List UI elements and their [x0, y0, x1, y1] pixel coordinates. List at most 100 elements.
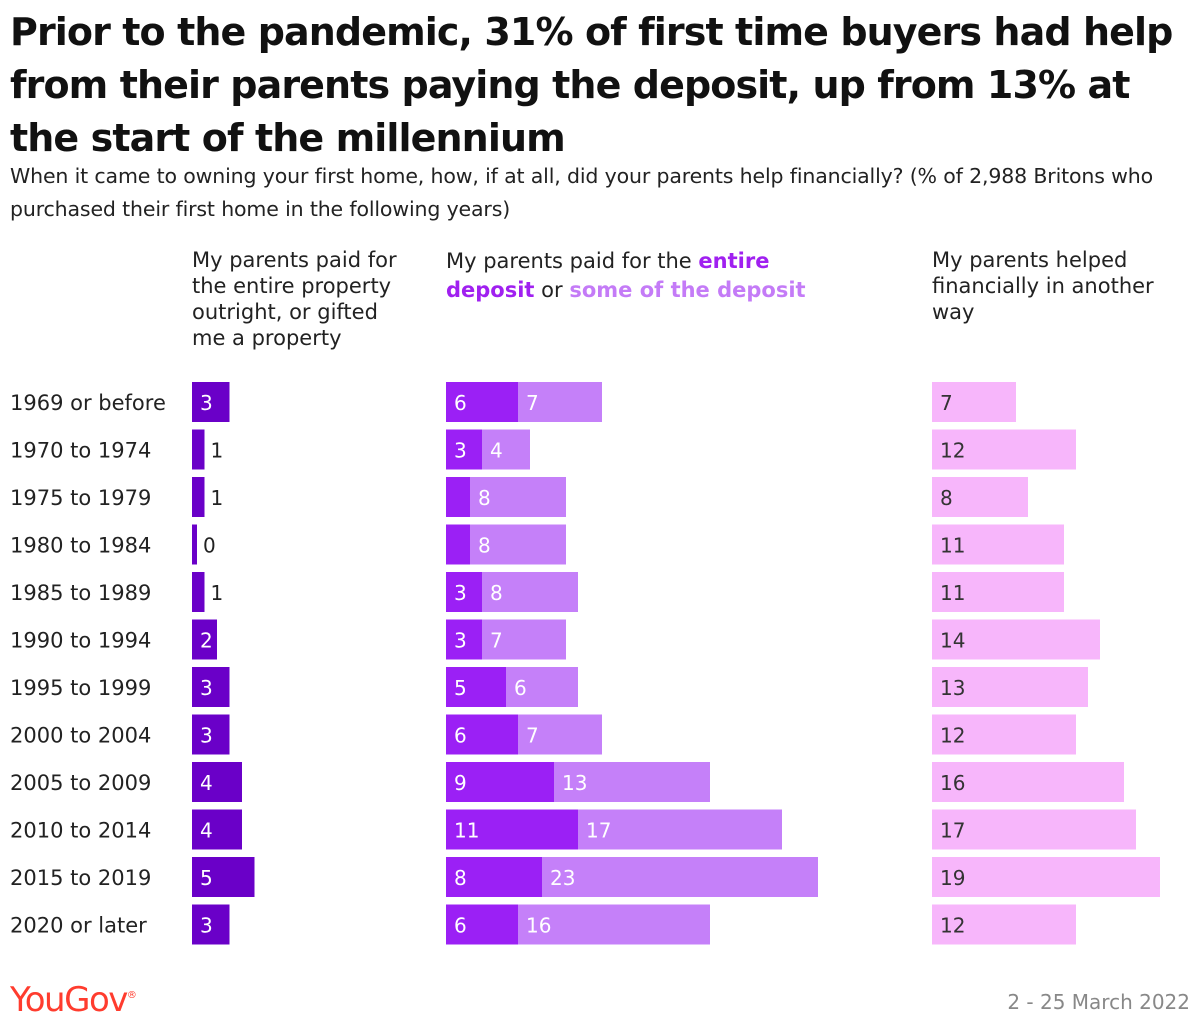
data-label-panel2-series2: 17 [586, 819, 611, 843]
category-label: 1990 to 1994 [10, 629, 151, 653]
category-label: 1969 or before [10, 391, 166, 415]
data-label-panel3-series1: 16 [940, 771, 965, 795]
data-label-panel2-series2: 8 [478, 534, 491, 558]
bar-panel1-series1 [192, 714, 230, 755]
logo-text: YouGov [10, 980, 128, 1020]
bar-panel2-series2 [518, 382, 602, 422]
fieldwork-date: 2 - 25 March 2022 [1007, 990, 1190, 1014]
data-label-panel2-series1: 6 [454, 914, 467, 938]
bar-panel1-series1 [192, 857, 255, 897]
data-label-panel1-series1: 5 [200, 866, 213, 890]
bar-panel3-series1 [932, 714, 1076, 755]
data-label-panel2-series2: 7 [526, 391, 539, 415]
data-label-panel2-series1: 3 [454, 581, 467, 605]
data-label-panel1-series1: 4 [200, 771, 213, 795]
logo-registered-mark: ® [126, 990, 137, 1001]
bar-panel2-series1 [446, 429, 482, 470]
bar-panel1-series1 [192, 762, 242, 802]
bar-panel2-series1 [446, 382, 518, 422]
bar-panel2-series1 [446, 619, 482, 660]
data-label-panel2-series2: 7 [490, 629, 503, 653]
data-label-panel2-series1: 3 [454, 629, 467, 653]
bar-panel2-series1 [446, 524, 470, 565]
data-label-panel1-series1: 1 [211, 486, 224, 510]
bar-panel2-series1 [446, 857, 542, 897]
bar-panel2-series1 [446, 762, 554, 802]
data-label-panel2-series2: 23 [550, 866, 575, 890]
bar-panel3-series1 [932, 477, 1028, 517]
bar-panel1-series1 [192, 619, 217, 660]
bar-panel2-series2 [518, 714, 602, 755]
chart-subtitle: When it came to owning your first home, … [10, 164, 1153, 221]
category-label: 2015 to 2019 [10, 866, 151, 890]
bar-panel2-series2 [518, 904, 710, 945]
data-label-panel2-series1: 3 [454, 439, 467, 463]
category-label: 1985 to 1989 [10, 581, 151, 605]
bar-panel2-series2 [554, 762, 710, 802]
bar-panel3-series1 [932, 857, 1160, 897]
column-header-deposit: My parents paid for the entire deposit o… [446, 247, 816, 305]
bar-panel3-series1 [932, 429, 1076, 470]
data-label-panel1-series1: 4 [200, 819, 213, 843]
data-label-panel3-series1: 19 [940, 866, 965, 890]
bar-panel1-series1 [192, 429, 205, 470]
bar-panel3-series1 [932, 667, 1088, 707]
data-label-panel1-series1: 3 [200, 724, 213, 748]
bar-panel1-series1 [192, 382, 230, 422]
bar-panel2-series2 [506, 667, 578, 707]
category-label: 2020 or later [10, 914, 147, 938]
bar-panel3-series1 [932, 619, 1100, 660]
bar-panel2-series1 [446, 714, 518, 755]
data-label-panel1-series1: 1 [211, 581, 224, 605]
category-label: 1975 to 1979 [10, 486, 151, 510]
bar-panel3-series1 [932, 524, 1064, 565]
bar-panel3-series1 [932, 762, 1124, 802]
data-label-panel2-series2: 13 [562, 771, 587, 795]
bar-panel2-series2 [470, 477, 566, 517]
bar-panel3-series1 [932, 809, 1136, 850]
data-label-panel2-series2: 4 [490, 439, 503, 463]
category-label: 2000 to 2004 [10, 724, 151, 748]
data-label-panel2-series2: 7 [526, 724, 539, 748]
column-header-outright: My parents paid for the entire property … [192, 248, 397, 350]
data-label-panel3-series1: 13 [940, 676, 965, 700]
bar-panel2-series1 [446, 572, 482, 612]
bar-panel2-series2 [470, 524, 566, 565]
yougov-logo: YouGov® [10, 980, 137, 1020]
bar-panel1-series1 [192, 572, 205, 612]
data-label-panel3-series1: 12 [940, 724, 965, 748]
deposit-header-entire: entire deposit [446, 249, 770, 302]
category-label: 1980 to 1984 [10, 534, 151, 558]
column-header-other: My parents helped financially in another… [932, 248, 1154, 324]
data-label-panel1-series1: 0 [203, 534, 216, 558]
data-label-panel3-series1: 17 [940, 819, 965, 843]
data-label-panel1-series1: 2 [200, 629, 213, 653]
bar-panel2-series2 [578, 809, 782, 850]
data-label-panel2-series1: 5 [454, 676, 467, 700]
category-label: 1970 to 1974 [10, 439, 151, 463]
bar-panel1-series1 [192, 809, 242, 850]
data-label-panel2-series2: 6 [514, 676, 527, 700]
data-label-panel3-series1: 8 [940, 486, 953, 510]
bar-panel1-series1 [192, 524, 197, 565]
data-label-panel2-series1: 6 [454, 391, 467, 415]
data-label-panel2-series1: 8 [454, 866, 467, 890]
bar-panel3-series1 [932, 572, 1064, 612]
data-label-panel2-series1: 11 [454, 819, 479, 843]
deposit-header-or: or [534, 278, 570, 302]
data-label-panel2-series2: 16 [526, 914, 551, 938]
data-label-panel3-series1: 11 [940, 534, 965, 558]
bar-panel2-series1 [446, 809, 578, 850]
bar-panel2-series1 [446, 477, 470, 517]
bar-panel1-series1 [192, 477, 205, 517]
bar-panel1-series1 [192, 667, 230, 707]
data-label-panel1-series1: 1 [211, 439, 224, 463]
data-label-panel1-series1: 3 [200, 676, 213, 700]
bar-panel1-series1 [192, 904, 230, 945]
data-label-panel3-series1: 11 [940, 581, 965, 605]
deposit-header-some: some of the deposit [569, 278, 806, 302]
data-label-panel3-series1: 7 [940, 391, 953, 415]
data-label-panel2-series1: 9 [454, 771, 467, 795]
deposit-header-prefix: My parents paid for the [446, 249, 699, 273]
